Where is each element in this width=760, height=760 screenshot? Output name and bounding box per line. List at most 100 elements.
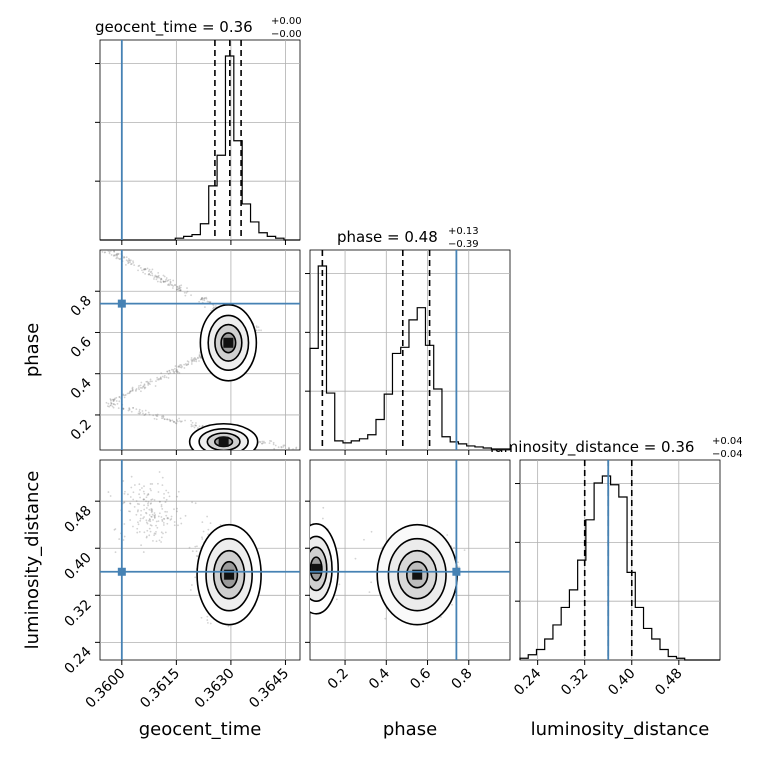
scatter-point — [197, 356, 199, 359]
scatter-point — [210, 309, 213, 312]
scatter-point — [180, 366, 183, 369]
scatter-point — [156, 276, 159, 279]
scatter-point — [308, 554, 310, 556]
scatter-point — [151, 510, 154, 513]
scatter-point — [148, 268, 151, 271]
scatter-point — [132, 406, 134, 409]
panel-distance-geocent-time-tick-label-x: 0.3615 — [137, 666, 183, 712]
scatter-point — [142, 385, 145, 388]
scatter-point — [195, 550, 198, 553]
scatter-point — [152, 519, 154, 521]
scatter-point — [162, 524, 165, 526]
scatter-point — [206, 515, 209, 518]
scatter-point — [262, 441, 265, 444]
scatter-point — [135, 500, 138, 502]
scatter-point — [255, 326, 258, 329]
scatter-point — [173, 371, 175, 374]
scatter-point — [157, 520, 160, 523]
scatter-point — [191, 421, 194, 424]
scatter-point — [268, 442, 271, 445]
scatter-point — [187, 361, 190, 363]
scatter-point — [368, 591, 371, 594]
scatter-point — [179, 289, 182, 292]
scatter-point — [283, 444, 286, 447]
panel-phase-geocent-time-truth-marker — [117, 299, 126, 308]
scatter-point — [149, 274, 152, 277]
scatter-point — [170, 283, 173, 286]
scatter-point — [137, 523, 140, 526]
scatter-point — [136, 510, 139, 513]
scatter-point — [165, 277, 168, 279]
scatter-point — [176, 288, 179, 291]
scatter-point — [354, 557, 357, 560]
scatter-point — [201, 521, 204, 524]
scatter-point — [143, 387, 146, 390]
scatter-point — [164, 280, 167, 283]
scatter-point — [198, 300, 201, 303]
scatter-point — [128, 259, 130, 262]
scatter-point — [165, 489, 168, 492]
scatter-point — [147, 270, 150, 273]
scatter-point — [136, 502, 139, 505]
scatter-point — [153, 517, 156, 519]
scatter-point — [122, 480, 125, 482]
scatter-point — [451, 603, 453, 606]
scatter-point — [272, 443, 275, 446]
scatter-point — [178, 287, 181, 290]
scatter-point — [302, 572, 304, 574]
scatter-point — [206, 621, 209, 624]
scatter-point — [110, 398, 112, 401]
scatter-point — [174, 283, 176, 286]
scatter-point — [110, 401, 112, 404]
scatter-point — [187, 363, 190, 365]
scatter-point — [112, 254, 115, 257]
scatter-point — [135, 408, 138, 411]
scatter-point — [147, 381, 150, 384]
hist-luminosity-distance-tick-label-x: 0.48 — [652, 666, 685, 699]
scatter-point — [186, 290, 189, 293]
scatter-point — [261, 442, 264, 445]
scatter-point — [131, 387, 134, 390]
scatter-point — [370, 530, 373, 533]
scatter-point — [191, 550, 194, 553]
density-peak — [224, 569, 235, 580]
scatter-point — [128, 259, 131, 262]
scatter-point — [304, 523, 306, 525]
scatter-point — [139, 517, 142, 520]
scatter-point — [132, 498, 135, 501]
scatter-point — [160, 372, 163, 375]
scatter-point — [125, 256, 128, 259]
scatter-point — [159, 377, 162, 379]
title-luminosity-distance: luminosity_distance = 0.36 +0.04 −0.04 — [490, 436, 743, 460]
scatter-point — [453, 546, 455, 549]
scatter-point — [110, 250, 112, 252]
scatter-point — [122, 407, 125, 410]
scatter-point — [189, 589, 192, 591]
scatter-point — [179, 289, 182, 292]
scatter-point — [143, 386, 146, 389]
scatter-point — [147, 493, 150, 496]
scatter-point — [310, 508, 311, 510]
scatter-point — [203, 306, 206, 308]
scatter-point — [304, 600, 306, 602]
scatter-point — [143, 516, 145, 518]
scatter-point — [160, 541, 162, 543]
scatter-point — [214, 305, 217, 307]
scatter-point — [153, 512, 156, 514]
scatter-point — [163, 493, 165, 495]
scatter-point — [157, 482, 159, 485]
scatter-point — [173, 521, 176, 523]
scatter-point — [129, 390, 132, 393]
scatter-point — [292, 448, 294, 450]
scatter-point — [185, 291, 188, 294]
scatter-point — [154, 385, 157, 387]
scatter-point — [260, 442, 263, 445]
scatter-point — [167, 283, 170, 286]
scatter-point — [198, 355, 201, 357]
scatter-point — [157, 378, 160, 381]
scatter-point — [171, 419, 174, 422]
scatter-point — [127, 409, 130, 412]
scatter-point — [304, 561, 306, 563]
scatter-point — [103, 247, 105, 249]
scatter-point — [165, 376, 168, 379]
